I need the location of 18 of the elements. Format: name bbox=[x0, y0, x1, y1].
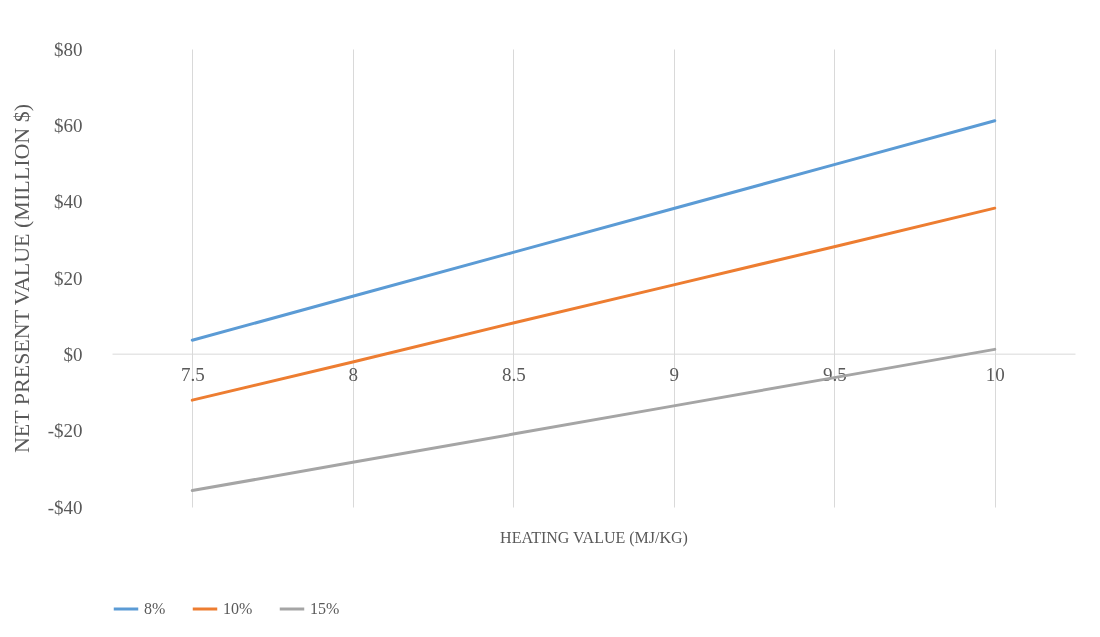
legend-label: 15% bbox=[310, 600, 340, 617]
line-series bbox=[190, 119, 997, 342]
y-tick-label: -$20 bbox=[47, 420, 83, 442]
y-tick-label: $40 bbox=[54, 191, 83, 213]
legend-label: 10% bbox=[223, 600, 253, 617]
y-tick-label: -$40 bbox=[47, 496, 83, 518]
legend-label: 8% bbox=[144, 600, 166, 617]
y-tick-label: $20 bbox=[54, 267, 83, 289]
y-axis-title: NET PRESENT VALUE (MILLION $) bbox=[8, 103, 34, 454]
x-tick-label: 8 bbox=[348, 364, 358, 386]
x-axis-title: HEATING VALUE (MJ/KG) bbox=[500, 528, 688, 547]
y-tick-label: $60 bbox=[54, 114, 83, 136]
y-tick-label: $0 bbox=[63, 343, 83, 365]
x-tick-label: 10 bbox=[985, 364, 1005, 386]
x-tick-label: 7.5 bbox=[180, 364, 205, 386]
x-tick-label: 8.5 bbox=[501, 364, 526, 386]
y-tick-label: $80 bbox=[54, 38, 83, 60]
x-tick-label: 9 bbox=[669, 364, 679, 386]
